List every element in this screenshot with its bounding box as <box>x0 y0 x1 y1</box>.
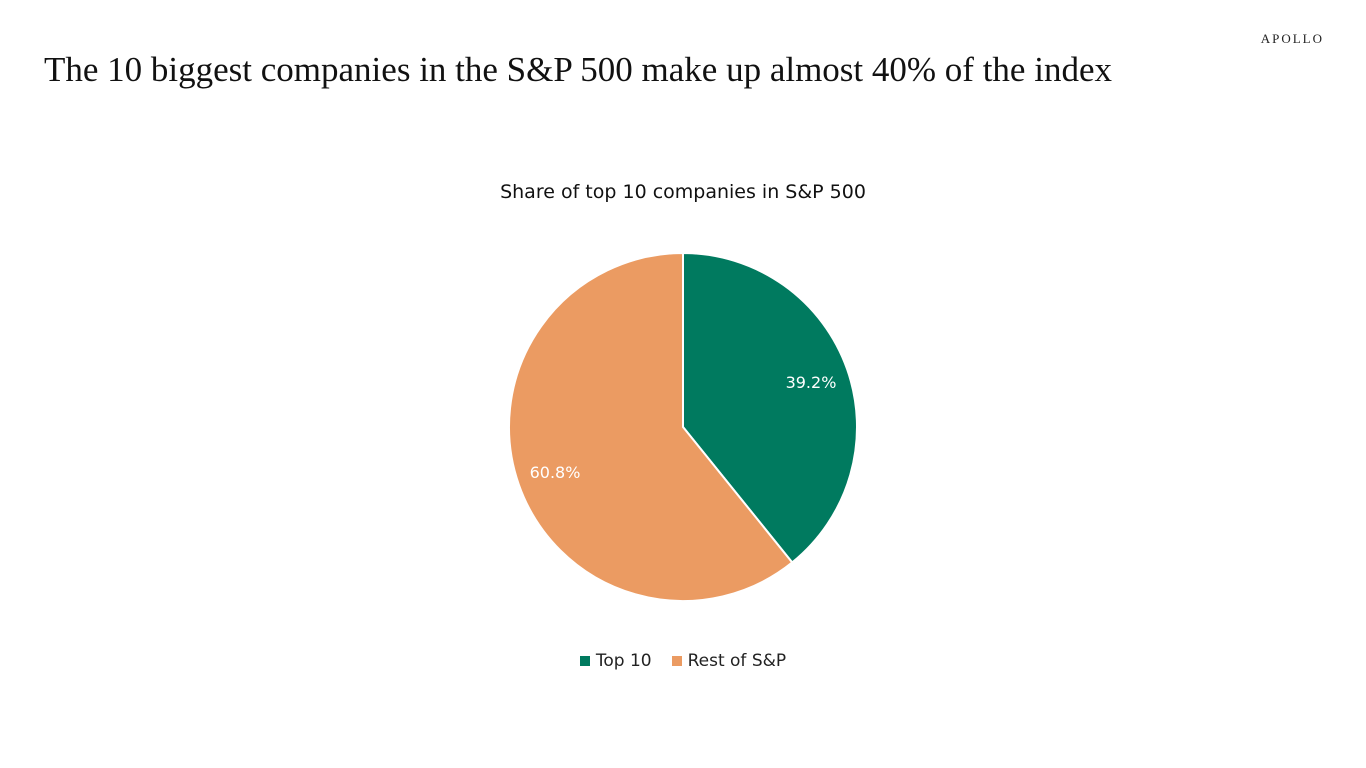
legend-swatch <box>671 656 682 666</box>
legend-label: Top 10 <box>595 651 652 671</box>
legend: Top 10 Rest of S&P <box>0 651 1366 671</box>
pie-slice-top-10 <box>682 251 858 564</box>
data-label: 39.2% <box>786 373 837 392</box>
legend-item-top-10: Top 10 <box>579 651 652 671</box>
legend-swatch <box>579 656 590 666</box>
page-title: The 10 biggest companies in the S&P 500 … <box>44 50 1112 89</box>
legend-item-rest: Rest of S&P <box>671 651 787 671</box>
data-label: 60.8% <box>530 463 581 482</box>
legend-label: Rest of S&P <box>687 651 787 671</box>
apollo-logo: APOLLO <box>1260 31 1324 46</box>
chart-title: Share of top 10 companies in S&P 500 <box>500 181 866 203</box>
pie-slice-rest-of-sp <box>508 251 794 602</box>
